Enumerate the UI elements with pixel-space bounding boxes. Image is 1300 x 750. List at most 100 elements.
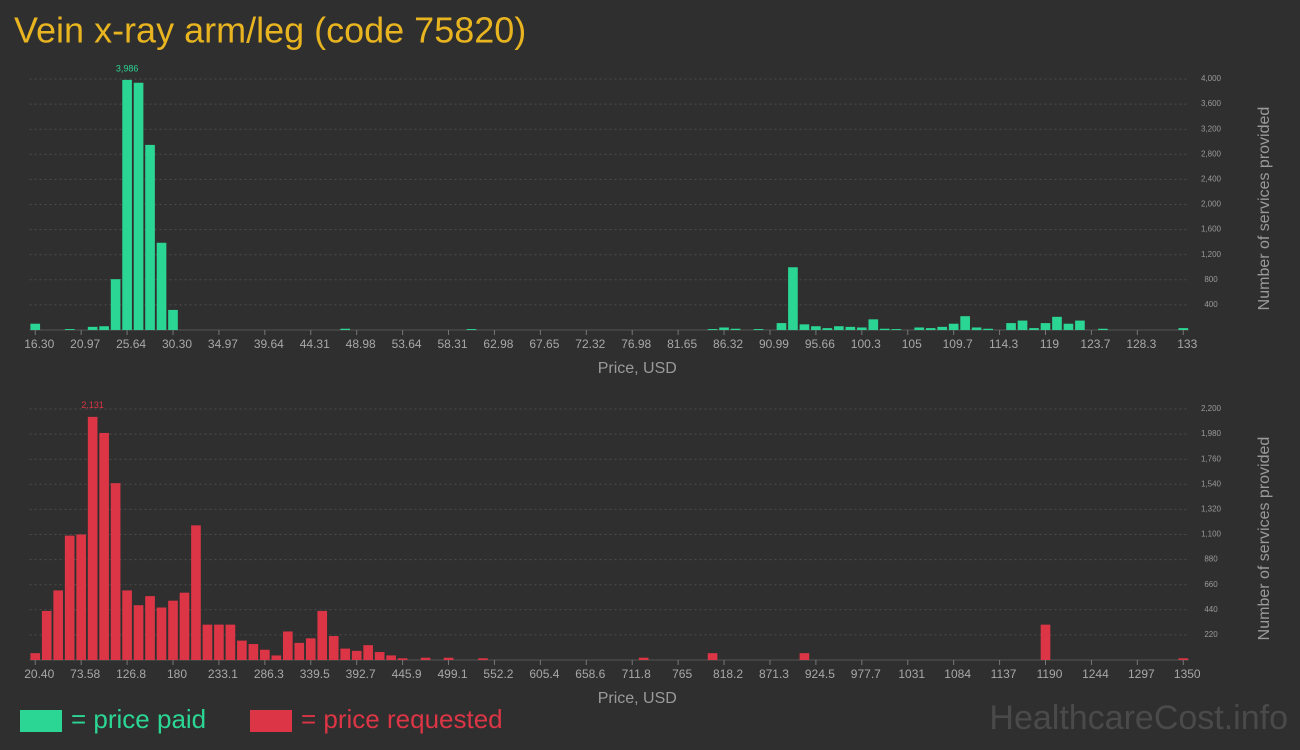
- bar: [707, 329, 718, 330]
- page-title: Vein x-ray arm/leg (code 75820): [14, 10, 526, 51]
- y-tick-label: 2,200: [1201, 404, 1222, 413]
- x-tick-label: 126.8: [116, 667, 146, 681]
- y-tick-label: 2,800: [1201, 149, 1222, 158]
- bar: [1098, 328, 1108, 330]
- x-tick-label: 73.58: [70, 667, 100, 681]
- y-tick-label: 2,000: [1201, 200, 1222, 209]
- y-tick-label: 1,200: [1201, 250, 1222, 259]
- bar: [753, 329, 764, 330]
- bar: [1017, 320, 1028, 330]
- bar: [30, 323, 41, 330]
- bar: [202, 624, 213, 660]
- y-tick-label: 4,000: [1201, 74, 1222, 83]
- x-tick-label: 711.8: [622, 667, 651, 681]
- y-tick-label: 1,320: [1201, 505, 1222, 514]
- x-tick-label: 109.7: [943, 337, 973, 351]
- bar: [879, 328, 890, 330]
- x-tick-label: 30.30: [162, 337, 192, 351]
- bar: [1040, 624, 1051, 660]
- bar: [948, 323, 959, 330]
- x-tick-label: 95.66: [805, 337, 835, 351]
- bar: [1006, 323, 1016, 330]
- bar: [168, 309, 178, 330]
- bar: [110, 279, 121, 330]
- legend-label: = price paid: [71, 704, 206, 734]
- x-tick-label: 20.40: [24, 667, 54, 681]
- x-tick-label: 765: [672, 667, 692, 681]
- x-tick-label: 1350: [1174, 667, 1201, 681]
- bar: [260, 649, 270, 660]
- bar: [282, 631, 293, 660]
- x-tick-label: 233.1: [208, 667, 238, 681]
- x-tick-label: 72.32: [575, 337, 605, 351]
- y-tick-label: 3,600: [1201, 99, 1222, 108]
- legend-swatch: [20, 710, 62, 732]
- y-tick-label: 1,980: [1201, 429, 1222, 438]
- bar: [776, 323, 787, 330]
- x-tick-label: 818.2: [713, 667, 743, 681]
- x-tick-label: 16.30: [24, 337, 54, 351]
- bar: [799, 324, 810, 330]
- y-tick-label: 440: [1204, 605, 1218, 614]
- bar: [179, 592, 190, 660]
- bar: [305, 638, 316, 660]
- bar: [99, 432, 109, 660]
- bar: [271, 655, 282, 660]
- bar: [799, 653, 810, 660]
- x-tick-label: 39.64: [254, 337, 284, 351]
- bar: [340, 648, 351, 660]
- bar: [328, 636, 339, 660]
- bar: [225, 624, 236, 660]
- bar: [730, 328, 741, 330]
- bar: [925, 328, 936, 330]
- x-tick-label: 86.32: [713, 337, 743, 351]
- bar: [386, 655, 396, 660]
- y-tick-label: 1,540: [1201, 479, 1222, 488]
- bar: [363, 645, 373, 660]
- bar: [374, 652, 385, 660]
- y-tick-label: 1,100: [1201, 530, 1222, 539]
- bar: [237, 640, 247, 660]
- bar: [351, 650, 362, 660]
- bar: [53, 590, 64, 660]
- x-tick-label: 48.98: [346, 337, 376, 351]
- x-tick-label: 76.98: [621, 337, 651, 351]
- x-tick-label: 605.4: [529, 667, 559, 681]
- bar: [707, 653, 718, 660]
- bar: [891, 329, 902, 330]
- x-tick-label: 180: [167, 667, 187, 681]
- x-tick-label: 1190: [1037, 667, 1063, 681]
- x-axis-title: Price, USD: [598, 690, 677, 707]
- x-tick-label: 286.3: [254, 667, 284, 681]
- bar: [1052, 316, 1062, 330]
- bar: [145, 144, 155, 330]
- x-tick-label: 105: [902, 337, 922, 351]
- bar: [845, 326, 856, 330]
- bar: [133, 82, 144, 330]
- bar: [133, 605, 144, 660]
- bar: [122, 79, 132, 330]
- bar: [638, 657, 649, 660]
- y-tick-label: 880: [1204, 555, 1218, 564]
- bar: [856, 327, 867, 330]
- bar: [914, 327, 925, 330]
- x-tick-label: 133: [1177, 337, 1197, 351]
- x-tick-label: 339.5: [300, 667, 330, 681]
- bar: [420, 657, 431, 660]
- bar: [1029, 328, 1039, 330]
- x-tick-label: 445.9: [392, 667, 422, 681]
- x-tick-label: 90.99: [759, 337, 789, 351]
- bar: [168, 600, 178, 660]
- y-tick-label: 660: [1204, 580, 1218, 589]
- y-tick-label: 800: [1204, 275, 1218, 284]
- bar: [317, 610, 328, 660]
- legend-label: = price requested: [301, 704, 503, 734]
- bar: [834, 326, 844, 330]
- data-label: 2,131: [81, 400, 104, 410]
- bar: [1075, 320, 1085, 330]
- bar: [340, 328, 351, 330]
- bar: [788, 267, 798, 330]
- bar: [87, 326, 98, 330]
- x-tick-label: 1137: [991, 667, 1017, 681]
